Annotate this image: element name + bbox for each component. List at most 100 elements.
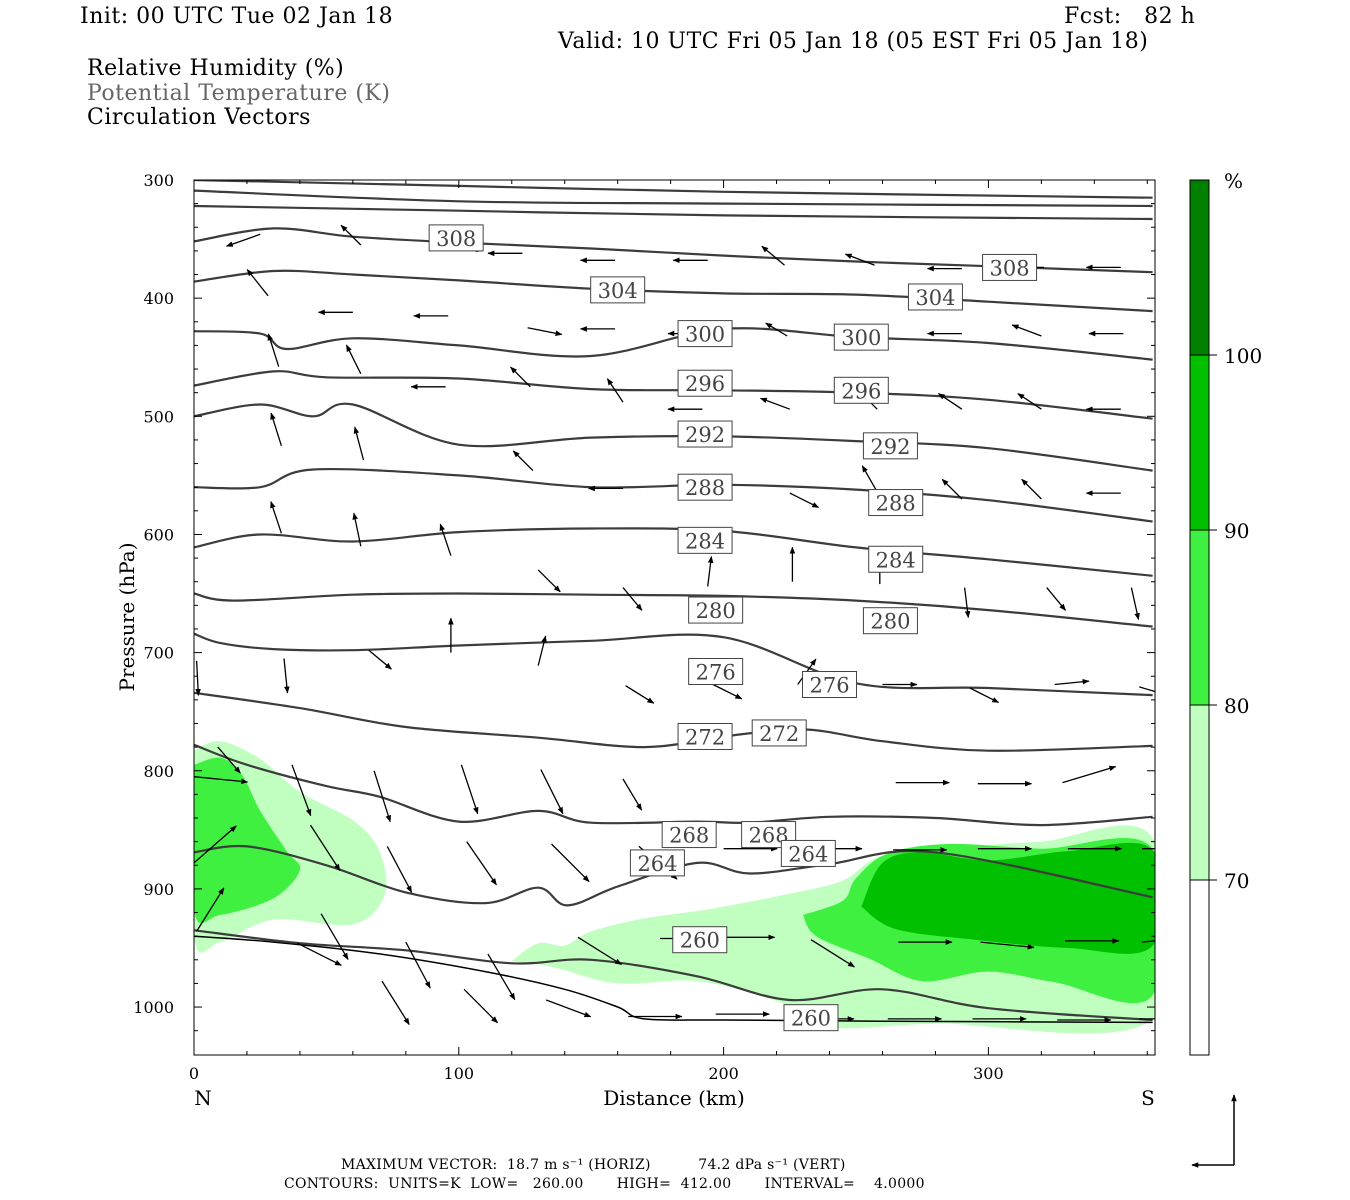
circulation-vector: [1130, 587, 1140, 621]
contour-label-box: [783, 1004, 839, 1032]
contour-label-276: 276: [802, 671, 858, 699]
axis-layer: 300 400 500 600 700 800 900 1000 0 100 200 300: [133, 171, 1155, 1083]
contour-label-text: 272: [685, 725, 725, 749]
colorbar-tick-label: 70: [1224, 869, 1249, 893]
circulation-vector: [1062, 765, 1117, 784]
circulation-vector: [270, 501, 283, 534]
contour-label-text: 308: [436, 227, 476, 251]
contour-label-text: 272: [759, 722, 799, 746]
contour-label-box: [833, 376, 889, 404]
circulation-vector: [625, 685, 655, 704]
y-tick-label: 400: [143, 289, 174, 308]
circulation-vector: [297, 942, 342, 966]
north-label: N: [194, 1086, 212, 1110]
circulation-vector: [1021, 478, 1042, 500]
circulation-vector: [1139, 686, 1155, 693]
circulation-vector: [309, 824, 341, 872]
circulation-vector: [460, 764, 479, 815]
circulation-vector: [386, 846, 413, 893]
y-tick-label: 800: [143, 762, 174, 781]
circulation-vector: [267, 333, 280, 367]
contour-label-308: 308: [982, 253, 1038, 281]
contour-label-box: [661, 821, 717, 849]
rh-colorbar: 70 80 90 100: [1189, 179, 1262, 1056]
circulation-vector: [810, 939, 855, 968]
circulation-vector: [527, 327, 563, 337]
contour-label-box: [833, 323, 889, 351]
contour-label-text: 300: [685, 323, 725, 347]
contour-label-text: 264: [637, 852, 677, 876]
contour-label-box: [868, 489, 924, 517]
terrain-layer: [193, 935, 1153, 1024]
contour-label-text: 260: [680, 929, 720, 953]
circulation-vector: [1046, 587, 1067, 611]
contour-label-box: [982, 253, 1038, 281]
circulation-vector: [969, 687, 1000, 703]
theta-contour-288: [194, 467, 1153, 523]
contour-label-300: 300: [677, 320, 733, 348]
contour-label-box: [677, 722, 733, 750]
colorbar-segment: [1189, 529, 1210, 706]
circulation-vector: [540, 769, 564, 815]
contour-label-288: 288: [868, 489, 924, 517]
contour-label-272: 272: [751, 719, 807, 747]
contour-label-284: 284: [677, 526, 733, 554]
contour-label-box: [672, 926, 728, 954]
forecast-hour: Fcst: 82 h: [1064, 4, 1196, 29]
circulation-vector: [510, 366, 531, 388]
circulation-vector: [545, 999, 592, 1018]
contour-label-text: 280: [696, 599, 736, 623]
circulation-vector: [320, 913, 349, 961]
init-time: Init: 00 UTC Tue 02 Jan 18: [80, 4, 394, 29]
x-axis-label: Distance (km): [603, 1086, 745, 1110]
theta-contour-layer: [194, 180, 1153, 1022]
circulation-vector: [196, 887, 225, 932]
colorbar-tick-label: 90: [1224, 519, 1249, 543]
contour-label-box: [862, 432, 918, 460]
contour-label-box: [677, 320, 733, 348]
y-tick-label: 300: [143, 171, 174, 190]
contour-label-box: [907, 283, 963, 311]
colorbar-segment: [1189, 879, 1210, 1056]
circulation-vector: [622, 587, 643, 611]
circulation-vector: [937, 393, 963, 410]
contour-label-text: 292: [870, 435, 910, 459]
circulation-vector: [345, 344, 362, 375]
contour-label-text: 276: [809, 674, 849, 698]
circulation-vector: [466, 841, 497, 886]
contour-label-text: 296: [841, 379, 881, 403]
circulation-vector: [963, 587, 971, 619]
rh-region-90: [861, 842, 1155, 954]
circulation-vector: [340, 224, 362, 246]
contour-label-292: 292: [677, 420, 733, 448]
rh-fill-layer: [194, 741, 1155, 1034]
circulation-vector: [941, 478, 963, 500]
circulation-vector: [789, 492, 820, 508]
rh-region-80: [194, 757, 301, 924]
circulation-vector: [707, 555, 714, 587]
circulation-vector: [1011, 324, 1042, 337]
circulation-vector: [980, 941, 1035, 950]
circulation-vector: [283, 658, 290, 694]
contour-label-box: [688, 658, 744, 686]
y-tick-label: 600: [143, 525, 174, 544]
contour-label-264: 264: [780, 839, 836, 867]
reference-vector-icon: [1191, 1094, 1237, 1168]
contour-label-268: 268: [741, 821, 797, 849]
circulation-vector: [622, 778, 643, 811]
theta-contour-upper: [194, 189, 1153, 208]
circulation-vector: [759, 397, 791, 410]
contour-label-260: 260: [672, 926, 728, 954]
x-tick-label: 300: [973, 1064, 1004, 1083]
contour-label-box: [677, 420, 733, 448]
contour-label-layer: 308 308 304 304 300 300 296 296 292 292 288 288 284 2…: [428, 224, 1038, 1032]
circulation-vector: [537, 635, 547, 666]
circulation-vector: [381, 980, 410, 1026]
circulation-vector: [512, 450, 534, 472]
circulation-vector: [577, 936, 622, 966]
circulation-vector: [291, 764, 312, 817]
contour-label-284: 284: [868, 545, 924, 573]
contour-label-text: 284: [876, 548, 916, 572]
circulation-vector: [194, 825, 237, 864]
